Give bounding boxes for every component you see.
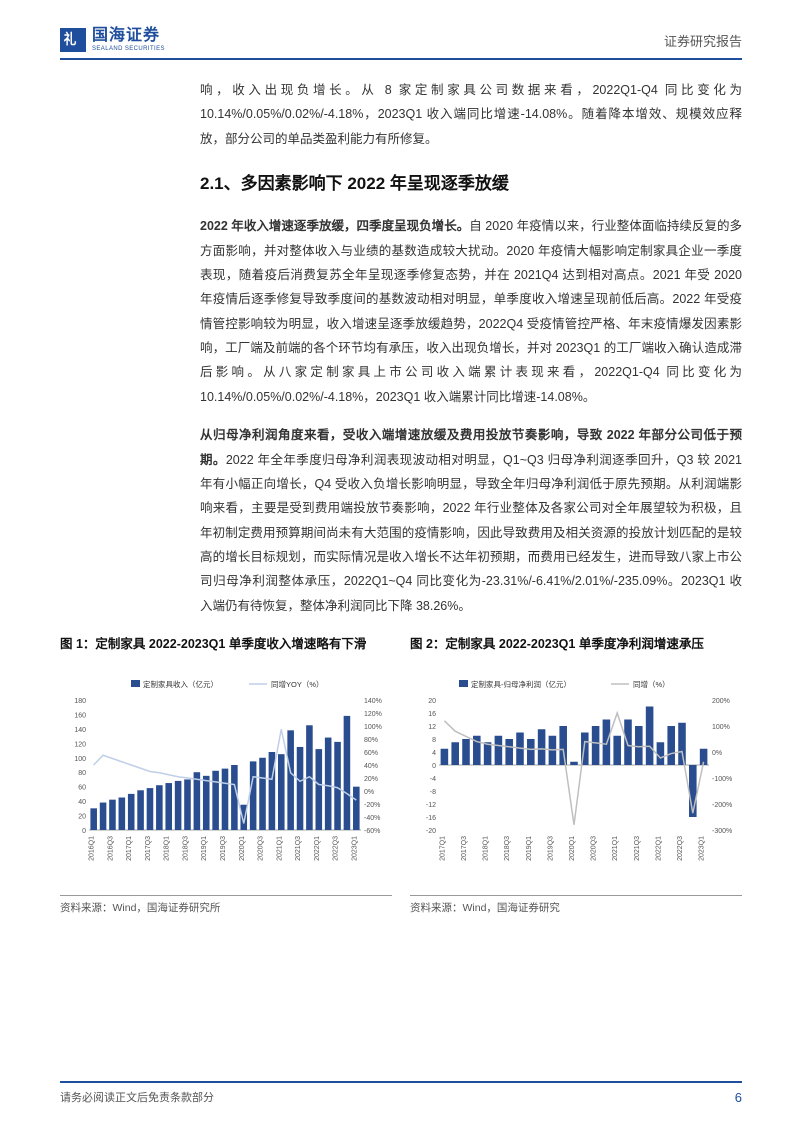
paragraph-2-body: 自 2020 年疫情以来，行业整体面临持续反复的多方面影响，并对整体收入与业绩的… bbox=[200, 219, 742, 404]
svg-text:2017Q3: 2017Q3 bbox=[145, 836, 152, 861]
svg-text:2022Q3: 2022Q3 bbox=[677, 836, 684, 861]
svg-text:-4: -4 bbox=[430, 776, 436, 783]
svg-text:-20: -20 bbox=[426, 828, 436, 835]
svg-text:0: 0 bbox=[82, 828, 86, 835]
svg-text:2021Q3: 2021Q3 bbox=[295, 836, 302, 861]
svg-text:2016Q3: 2016Q3 bbox=[107, 836, 114, 861]
svg-text:2020Q1: 2020Q1 bbox=[569, 836, 576, 861]
svg-text:-300%: -300% bbox=[712, 828, 732, 835]
svg-text:2021Q3: 2021Q3 bbox=[634, 836, 641, 861]
header-right-label: 证券研究报告 bbox=[664, 31, 742, 50]
chart-1-block: 图 1：定制家具 2022-2023Q1 单季度收入增速略有下滑 定制家具收入（… bbox=[60, 634, 392, 915]
svg-text:2023Q1: 2023Q1 bbox=[699, 836, 706, 861]
svg-text:同增YOY（%）: 同增YOY（%） bbox=[271, 679, 324, 689]
svg-text:2017Q1: 2017Q1 bbox=[126, 836, 133, 861]
svg-text:2021Q1: 2021Q1 bbox=[276, 836, 283, 861]
svg-text:-40%: -40% bbox=[364, 815, 380, 822]
svg-text:同增（%）: 同增（%） bbox=[633, 679, 670, 689]
svg-text:60: 60 bbox=[78, 785, 86, 792]
svg-text:-16: -16 bbox=[426, 815, 436, 822]
chart-2-svg: 定制家具-归母净利润（亿元） 同增（%） -20 -16 -12 -8 -4 0 4 8 12 16 2… bbox=[410, 678, 742, 888]
svg-text:200%: 200% bbox=[712, 698, 730, 705]
page-header: 国海证券 SEALAND SECURITIES 证券研究报告 bbox=[60, 28, 742, 60]
svg-text:2021Q1: 2021Q1 bbox=[612, 836, 619, 861]
page-footer: 请务必阅读正文后免责条款部分 6 bbox=[60, 1081, 742, 1105]
footer-page-number: 6 bbox=[735, 1090, 742, 1105]
chart-2-title: 图 2：定制家具 2022-2023Q1 单季度净利润增速承压 bbox=[410, 634, 742, 674]
svg-text:2017Q1: 2017Q1 bbox=[439, 836, 446, 861]
svg-text:100%: 100% bbox=[364, 724, 382, 731]
svg-text:180: 180 bbox=[74, 698, 86, 705]
svg-text:-20%: -20% bbox=[364, 802, 380, 809]
svg-text:2019Q3: 2019Q3 bbox=[220, 836, 227, 861]
section-heading: 2.1、多因素影响下 2022 年呈现逐季放缓 bbox=[200, 169, 742, 194]
logo-text-cn: 国海证券 bbox=[92, 28, 165, 44]
svg-text:80%: 80% bbox=[364, 737, 378, 744]
svg-text:20: 20 bbox=[428, 698, 436, 705]
svg-text:2022Q1: 2022Q1 bbox=[655, 836, 662, 861]
svg-text:2020Q3: 2020Q3 bbox=[258, 836, 265, 861]
svg-text:40%: 40% bbox=[364, 763, 378, 770]
footer-disclaimer: 请务必阅读正文后免责条款部分 bbox=[60, 1089, 214, 1105]
svg-text:定制家具-归母净利润（亿元）: 定制家具-归母净利润（亿元） bbox=[471, 679, 571, 689]
svg-text:4: 4 bbox=[432, 750, 436, 757]
svg-text:120%: 120% bbox=[364, 711, 382, 718]
svg-text:160: 160 bbox=[74, 713, 86, 720]
svg-text:2020Q1: 2020Q1 bbox=[239, 836, 246, 861]
svg-text:-200%: -200% bbox=[712, 802, 732, 809]
svg-text:2018Q3: 2018Q3 bbox=[182, 836, 189, 861]
svg-text:2018Q1: 2018Q1 bbox=[483, 836, 490, 861]
svg-text:2023Q1: 2023Q1 bbox=[351, 836, 358, 861]
svg-text:8: 8 bbox=[432, 737, 436, 744]
svg-text:2019Q1: 2019Q1 bbox=[201, 836, 208, 861]
svg-text:120: 120 bbox=[74, 741, 86, 748]
svg-text:16: 16 bbox=[428, 711, 436, 718]
svg-text:12: 12 bbox=[428, 724, 436, 731]
svg-text:20%: 20% bbox=[364, 776, 378, 783]
charts-row: 图 1：定制家具 2022-2023Q1 单季度收入增速略有下滑 定制家具收入（… bbox=[60, 634, 742, 915]
chart-2-source: 资料来源：Wind，国海证券研究 bbox=[410, 895, 742, 915]
paragraph-3-body: 2022 年全年季度归母净利润表现波动相对明显，Q1~Q3 归母净利润逐季回升，… bbox=[200, 453, 742, 613]
svg-text:2016Q1: 2016Q1 bbox=[89, 836, 96, 861]
svg-text:100: 100 bbox=[74, 756, 86, 763]
svg-text:0%: 0% bbox=[364, 789, 374, 796]
svg-text:-12: -12 bbox=[426, 802, 436, 809]
svg-text:2020Q3: 2020Q3 bbox=[591, 836, 598, 861]
svg-text:-60%: -60% bbox=[364, 828, 380, 835]
svg-text:2019Q3: 2019Q3 bbox=[547, 836, 554, 861]
svg-text:80: 80 bbox=[78, 770, 86, 777]
paragraph-2-lead: 2022 年收入增速逐季放缓，四季度呈现负增长。 bbox=[200, 219, 469, 233]
chart-1-svg: 定制家具收入（亿元） 同增YOY（%） 0 20 40 60 80 100 120 140 160 1… bbox=[60, 678, 392, 888]
chart-1-title: 图 1：定制家具 2022-2023Q1 单季度收入增速略有下滑 bbox=[60, 634, 392, 674]
svg-text:2022Q3: 2022Q3 bbox=[333, 836, 340, 861]
svg-text:-100%: -100% bbox=[712, 776, 732, 783]
svg-text:2018Q1: 2018Q1 bbox=[164, 836, 171, 861]
svg-text:2017Q3: 2017Q3 bbox=[461, 836, 468, 861]
svg-text:140: 140 bbox=[74, 727, 86, 734]
svg-text:20: 20 bbox=[78, 814, 86, 821]
svg-text:100%: 100% bbox=[712, 724, 730, 731]
paragraph-1: 响，收入出现负增长。从 8 家定制家具公司数据来看，2022Q1-Q4 同比变化… bbox=[200, 78, 742, 151]
svg-text:0: 0 bbox=[432, 763, 436, 770]
paragraph-2: 2022 年收入增速逐季放缓，四季度呈现负增长。自 2020 年疫情以来，行业整… bbox=[200, 214, 742, 409]
logo: 国海证券 SEALAND SECURITIES bbox=[60, 28, 165, 52]
svg-text:0%: 0% bbox=[712, 750, 722, 757]
svg-text:2022Q1: 2022Q1 bbox=[314, 836, 321, 861]
svg-text:40: 40 bbox=[78, 799, 86, 806]
logo-text-en: SEALAND SECURITIES bbox=[92, 46, 165, 52]
logo-mark-icon bbox=[60, 28, 86, 52]
svg-text:定制家具收入（亿元）: 定制家具收入（亿元） bbox=[143, 679, 218, 689]
svg-text:-8: -8 bbox=[430, 789, 436, 796]
svg-text:2019Q1: 2019Q1 bbox=[526, 836, 533, 861]
svg-text:60%: 60% bbox=[364, 750, 378, 757]
chart-2-block: 图 2：定制家具 2022-2023Q1 单季度净利润增速承压 定制家具-归母净… bbox=[410, 634, 742, 915]
chart-1-source: 资料来源：Wind，国海证券研究所 bbox=[60, 895, 392, 915]
svg-text:140%: 140% bbox=[364, 698, 382, 705]
paragraph-3: 从归母净利润角度来看，受收入端增速放缓及费用投放节奏影响，导致 2022 年部分… bbox=[200, 423, 742, 618]
svg-text:2018Q3: 2018Q3 bbox=[504, 836, 511, 861]
